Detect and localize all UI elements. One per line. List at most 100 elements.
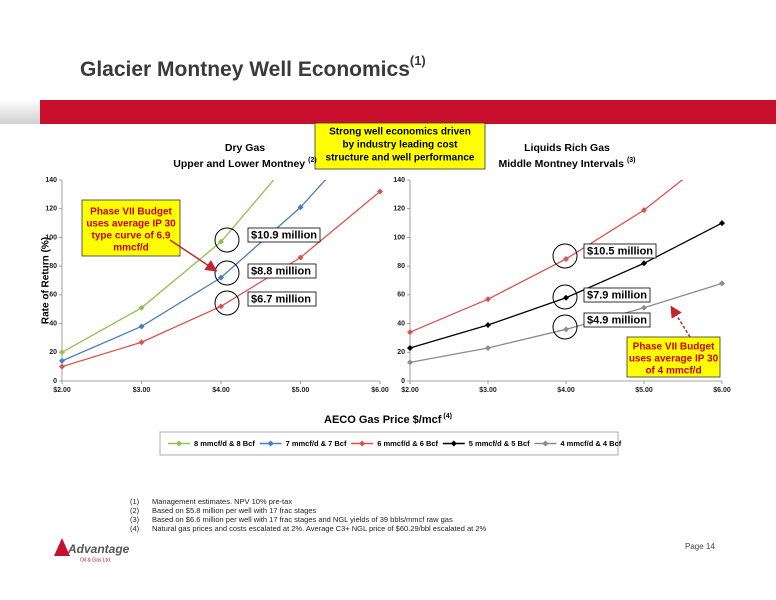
headline-line: structure and well performance (326, 153, 475, 164)
footnote-num: (1) (130, 497, 140, 506)
x-tick-label: $2.00 (53, 387, 71, 394)
point (641, 260, 647, 267)
x-tick-label: $4.00 (557, 387, 575, 394)
legend-marker (542, 440, 549, 447)
callout-box (81, 199, 181, 257)
subtitle-note: (3) (627, 157, 636, 164)
y-tick-label: 60 (49, 292, 57, 299)
point (377, 188, 383, 195)
highlight-circle (214, 290, 240, 316)
point (297, 204, 304, 211)
plot (59, 33, 383, 370)
legend-label: 5 mmcf/d & 5 Bcf (469, 439, 530, 448)
y-tick-label: 120 (45, 206, 57, 213)
annotation-box (247, 291, 317, 307)
callout-line: mmcf/d (113, 243, 149, 254)
legend-label: 6 mmcf/d & 6 Bcf (377, 439, 438, 448)
chart-subtitle: Upper and Lower Montney (2) (173, 157, 316, 170)
highlight-circle (214, 227, 240, 253)
callout-arrow (670, 305, 691, 338)
legend: 8 mmcf/d & 8 Bcf 7 mmcf/d & 7 Bcf 6 mmcf/d… (168, 439, 622, 448)
point (138, 339, 145, 346)
point (377, 33, 383, 39)
footnote-text: Based on $6.6 million per well with 17 f… (152, 515, 453, 524)
headline-line: by industry leading cost (342, 140, 458, 151)
point (59, 357, 65, 364)
point (719, 145, 725, 151)
point (563, 255, 569, 262)
annotation-box (247, 263, 317, 279)
chart: Dry Gas Upper and Lower Montney (2) Rate of… (41, 33, 389, 394)
subtitle-text: Middle Montney Intervals (499, 158, 625, 170)
subtitle-text: Upper and Lower Montney (173, 158, 305, 170)
y-tick-label: 120 (393, 206, 405, 213)
legend-label: 8 mmcf/d & 8 Bcf (194, 439, 255, 448)
y-tick-label: 140 (393, 177, 405, 184)
title-note: (1) (410, 53, 426, 68)
callout-line: uses average IP 30 (629, 354, 719, 365)
annotation: $8.8 million (251, 265, 311, 277)
headline: Strong well economics driven by industry … (326, 127, 475, 164)
annotation-box (583, 243, 657, 259)
y-tick-label: 80 (397, 263, 405, 270)
y-tick-label: 40 (49, 320, 57, 327)
chart-title: Dry Gas (225, 142, 265, 154)
chart-subtitle: Middle Montney Intervals (3) (499, 157, 636, 170)
point (485, 344, 491, 351)
callout-line: of 4 mmcf/d (645, 366, 701, 377)
footnote-num: (4) (130, 524, 140, 533)
annotation-box (583, 312, 651, 328)
x-axis-title: AECO Gas Price $/mcf (4) (324, 413, 452, 426)
y-tick-label: 20 (397, 349, 405, 356)
x-label: AECO Gas Price $/mcf (324, 414, 442, 426)
legend-label: 7 mmcf/d & 7 Bcf (286, 439, 347, 448)
footnote-text: Management estimates. NPV 10% pre-tax (152, 497, 292, 506)
x-tick-label: $4.00 (212, 387, 230, 394)
y-tick-label: 40 (397, 320, 405, 327)
y-tick-label: 100 (393, 234, 405, 241)
chart-title: Liquids Rich Gas (524, 142, 610, 154)
slide-title: Glacier Montney Well Economics(1) (80, 53, 426, 80)
footnotes: (1) Management estimates. NPV 10% pre-tax… (130, 497, 486, 533)
y-tick-label: 0 (401, 378, 405, 385)
title-text: Glacier Montney Well Economics (80, 58, 410, 81)
headline-line: Strong well economics driven (329, 127, 471, 138)
point (59, 363, 65, 370)
point (407, 329, 413, 336)
x-tick-label: $5.00 (635, 387, 653, 394)
plot (407, 145, 725, 366)
highlight-circle (214, 260, 240, 286)
point (138, 323, 145, 330)
annotation-box (583, 287, 651, 303)
logo-sub: Oil & Gas Ltd. (80, 557, 111, 563)
logo-text: Advantage (67, 542, 130, 556)
legend-label: 4 mmcf/d & 4 Bcf (560, 439, 621, 448)
point (218, 274, 224, 281)
legend-marker (267, 440, 274, 447)
point (407, 344, 413, 351)
legend-marker (359, 440, 366, 447)
x-tick-label: $5.00 (292, 387, 310, 394)
footnote-text: Based on $5.8 million per well with 17 f… (152, 506, 317, 515)
x-tick-label: $6.00 (371, 387, 389, 394)
annotation: $6.7 million (251, 293, 311, 305)
legend-box (159, 431, 619, 456)
legend-marker (450, 440, 457, 447)
point (563, 326, 569, 333)
x-tick-label: $2.00 (401, 387, 419, 394)
point (138, 304, 145, 311)
callout-line: uses average IP 30 (86, 219, 176, 230)
annotation-box (247, 227, 321, 243)
point (59, 349, 65, 356)
x-label-note: (4) (443, 413, 452, 420)
callout-line: type curve of 6.9 (92, 231, 171, 242)
point (485, 322, 491, 329)
annotation: $10.5 million (587, 245, 653, 257)
highlight-circle (552, 314, 578, 340)
logo-icon (54, 538, 70, 556)
point (218, 303, 224, 310)
point (407, 359, 413, 366)
footnote-text: Natural gas prices and costs escalated a… (152, 524, 486, 533)
x-tick-label: $3.00 (479, 387, 497, 394)
